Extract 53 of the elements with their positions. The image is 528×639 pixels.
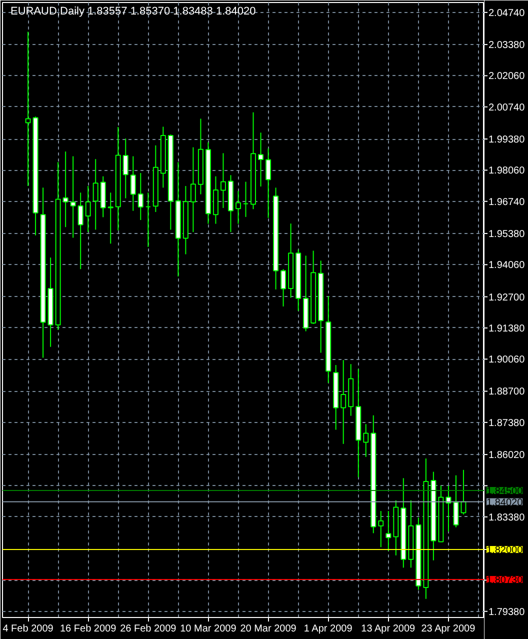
candlestick	[70, 156, 76, 238]
candlestick	[220, 152, 226, 208]
chart-title: EURAUD,Daily 1.83557 1.85370 1.83483 1.84020	[10, 6, 256, 18]
y-tick-label: 1.83380	[488, 512, 526, 524]
candlestick	[78, 192, 84, 270]
y-tick-label: 2.02060	[488, 71, 526, 82]
y-tick-label: 2.03380	[488, 40, 526, 52]
ref-line-label: 1.82000	[486, 544, 524, 556]
candlestick	[280, 268, 286, 307]
x-tick-label: 10 Mar 2009	[180, 624, 237, 634]
y-tick-label: 1.87380	[488, 418, 526, 429]
candlestick	[258, 132, 264, 187]
candlestick	[453, 474, 459, 528]
x-tick-label: 23 Apr 2009	[421, 624, 476, 634]
x-tick-label: 26 Feb 2009	[120, 624, 177, 634]
y-tick-label: 1.94060	[488, 260, 526, 272]
candlestick	[235, 190, 241, 224]
y-tick-label: 2.04740	[488, 8, 526, 19]
y-tick-label: 1.91380	[488, 323, 526, 334]
y-tick-label: 1.90060	[488, 354, 526, 366]
y-tick-label: 1.99380	[488, 134, 526, 146]
x-tick-label: 13 Apr 2009	[361, 624, 416, 634]
candlestick	[340, 360, 346, 444]
candlestick	[85, 186, 91, 233]
ref-line-label: 1.80730	[486, 574, 524, 586]
y-tick-label: 1.92700	[488, 292, 526, 304]
candlestick	[108, 192, 114, 244]
candlestick	[266, 148, 272, 218]
candlestick	[378, 510, 384, 548]
candlestick	[145, 192, 151, 248]
x-tick-label: 20 Mar 2009	[240, 624, 297, 634]
candlestick	[190, 146, 196, 233]
candlestick	[130, 156, 136, 212]
y-tick-label: 1.86020	[488, 450, 526, 462]
y-tick-label: 1.95380	[488, 228, 526, 240]
x-tick-label: 16 Feb 2009	[60, 624, 117, 634]
y-tick-label: 2.00740	[488, 102, 526, 114]
ref-line-label: 1.84020	[486, 497, 524, 508]
x-tick-label: 1 Apr 2009	[304, 624, 353, 634]
y-tick-label: 1.96740	[488, 196, 526, 208]
candlestick	[363, 424, 369, 458]
candlestick	[25, 31, 31, 187]
x-tick-label: 4 Feb 2009	[2, 624, 54, 634]
candlestick	[92, 158, 98, 230]
candlestick	[122, 138, 128, 199]
y-tick-label: 1.88700	[488, 386, 526, 398]
y-tick-label: 1.98060	[488, 166, 526, 177]
y-tick-label: 1.79380	[488, 606, 526, 618]
candlestick	[386, 510, 392, 552]
candlestick	[62, 151, 68, 228]
candlestick	[243, 181, 249, 218]
ref-line-label: 1.84500	[486, 486, 524, 497]
candlestick	[138, 172, 144, 221]
